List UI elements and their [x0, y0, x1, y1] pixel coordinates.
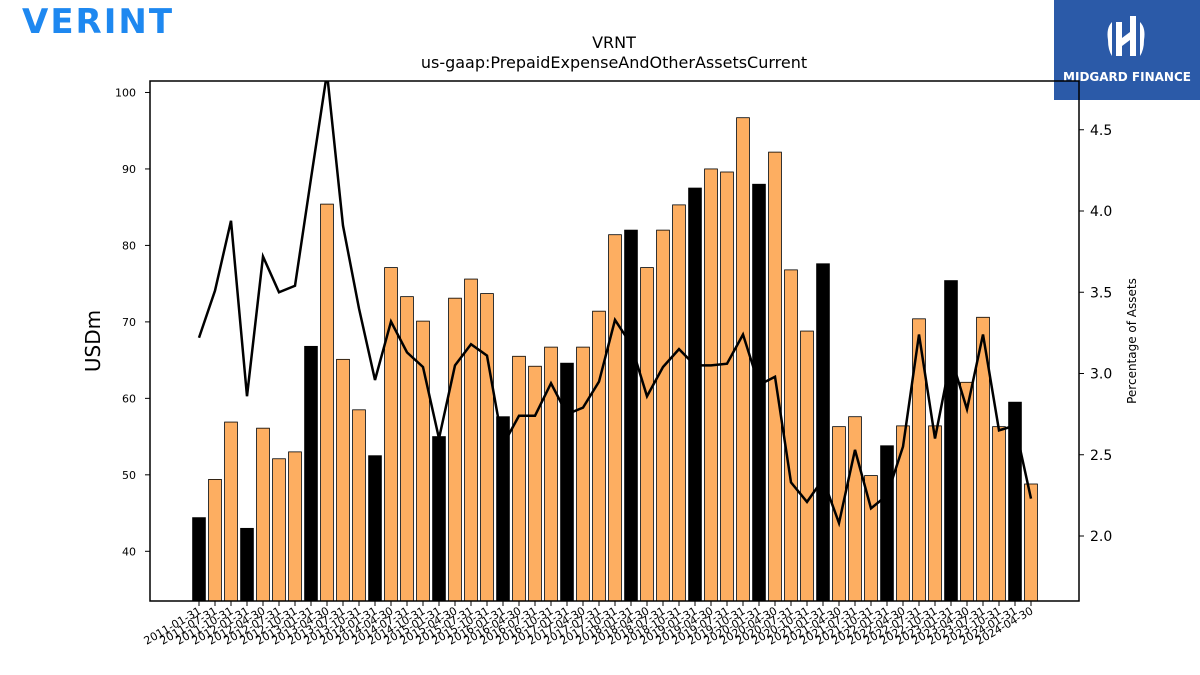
bar-series [192, 117, 1038, 602]
bar [1008, 401, 1022, 602]
brand-name: VERINT [22, 2, 175, 42]
bar [352, 409, 366, 602]
bar [672, 204, 686, 602]
y2-tick-label: 2.0 [1090, 529, 1112, 545]
bar [336, 358, 350, 602]
bar [944, 280, 958, 602]
bar [512, 355, 526, 602]
bar [432, 436, 446, 602]
y-tick-label: 70 [122, 316, 136, 329]
y-tick-label: 40 [122, 545, 136, 558]
bar [192, 517, 206, 602]
bar [992, 426, 1006, 602]
bar [688, 187, 702, 602]
y-tick-label: 100 [115, 86, 136, 99]
y2-tick-label: 4.0 [1090, 204, 1112, 220]
bar [304, 345, 318, 602]
bar [320, 203, 334, 602]
bar [1024, 483, 1038, 602]
bar [720, 171, 734, 602]
bar [608, 234, 622, 602]
line-series [197, 81, 1033, 528]
y2-tick-label: 2.5 [1090, 448, 1112, 464]
bar [480, 293, 494, 602]
bar [528, 365, 542, 602]
bar [752, 183, 766, 602]
bar [272, 458, 286, 602]
bar [848, 416, 862, 602]
y-tick-label: 90 [122, 163, 136, 176]
bar [208, 479, 222, 602]
midgard-mark-icon [1107, 16, 1145, 56]
x-axis: 2011-01-312011-07-312011-10-312012-01-31… [142, 601, 1036, 648]
bar [368, 455, 382, 602]
bar [800, 330, 814, 602]
bar [784, 269, 798, 602]
y-tick-label: 50 [122, 469, 136, 482]
y2-tick-label: 3.0 [1090, 367, 1112, 383]
bar [464, 278, 478, 602]
y2-axis: 2.0 2.5 3.0 3.5 4.0 4.5 [1079, 123, 1112, 545]
y-axis: 40 50 60 70 80 90 100 [115, 86, 150, 558]
bar [576, 346, 590, 602]
bar [640, 267, 654, 602]
bar [896, 425, 910, 602]
chart-subtitle: us-gaap:PrepaidExpenseAndOtherAssetsCurr… [421, 53, 807, 72]
y-tick-label: 60 [122, 392, 136, 405]
badge-label: MIDGARD FINANCE [1063, 70, 1191, 84]
y2-axis-label: Percentage of Assets [1125, 278, 1139, 404]
bar [288, 451, 302, 602]
y2-tick-label: 4.5 [1090, 123, 1112, 139]
bar [928, 425, 942, 602]
bar [384, 267, 398, 602]
bar [240, 527, 254, 602]
y-tick-label: 80 [122, 239, 136, 252]
bar [624, 229, 638, 602]
bar [224, 421, 238, 602]
bar [704, 168, 718, 602]
percentage-line [197, 81, 1033, 528]
bar [256, 427, 270, 602]
bar [880, 445, 894, 602]
bar [560, 362, 574, 602]
bar [448, 297, 462, 602]
bar [960, 381, 974, 602]
y2-tick-label: 3.5 [1090, 285, 1112, 301]
bar [816, 263, 830, 602]
y-axis-label: USDm [81, 310, 105, 372]
chart-title: VRNT [592, 33, 636, 52]
bar [592, 310, 606, 602]
bar [656, 229, 670, 602]
bar [736, 117, 750, 602]
verint-logo: VERINT [22, 2, 174, 42]
